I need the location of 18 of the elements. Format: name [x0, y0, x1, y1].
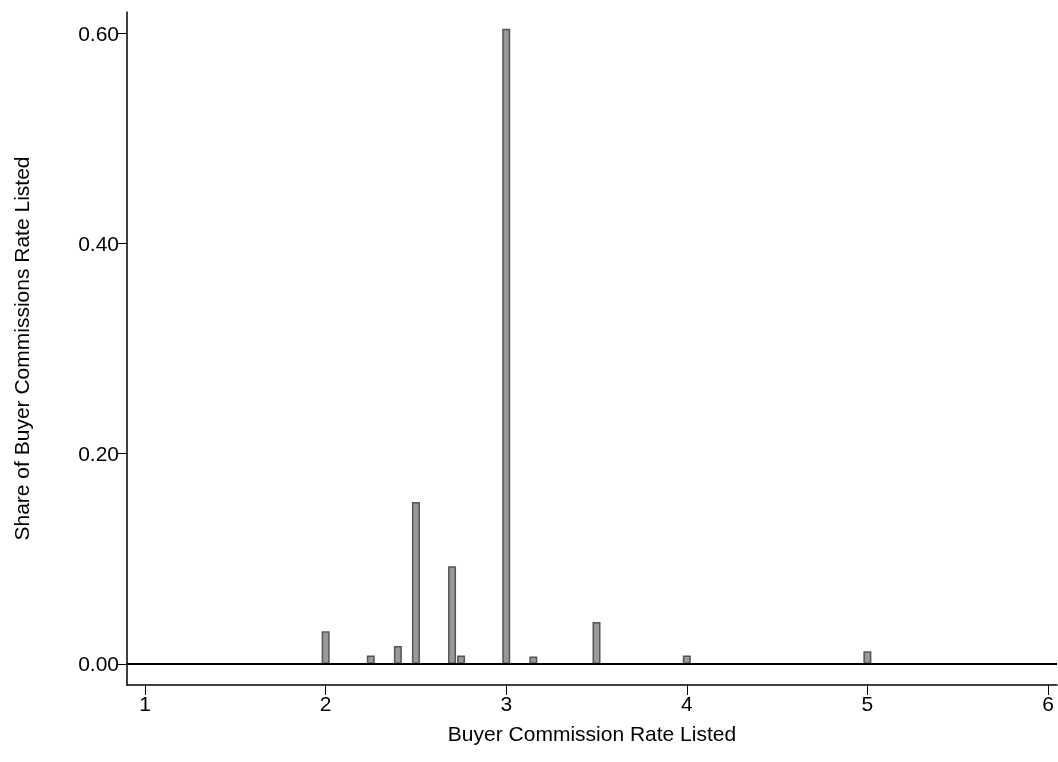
x-tick-label: 6: [1042, 692, 1054, 715]
x-tick-label: 5: [861, 692, 874, 715]
y-axis-title: Share of Buyer Commissions Rate Listed: [10, 156, 33, 541]
bar: [863, 651, 872, 664]
x-axis-title: Buyer Commission Rate Listed: [447, 722, 737, 745]
x-tick-label: 1: [139, 692, 151, 715]
y-tick-label: 0.20: [78, 442, 119, 466]
x-tick-label: 3: [500, 692, 513, 715]
bar: [502, 28, 511, 664]
y-tick-label: 0.60: [78, 21, 119, 45]
x-tick-label: 4: [680, 692, 693, 715]
bar: [411, 502, 420, 664]
bar: [321, 631, 330, 664]
y-tick-label: 0.00: [78, 652, 119, 676]
y-tick-label: 0.40: [78, 231, 119, 255]
bar: [393, 646, 402, 664]
bar: [592, 621, 601, 664]
x-tick-label: 2: [319, 692, 332, 715]
